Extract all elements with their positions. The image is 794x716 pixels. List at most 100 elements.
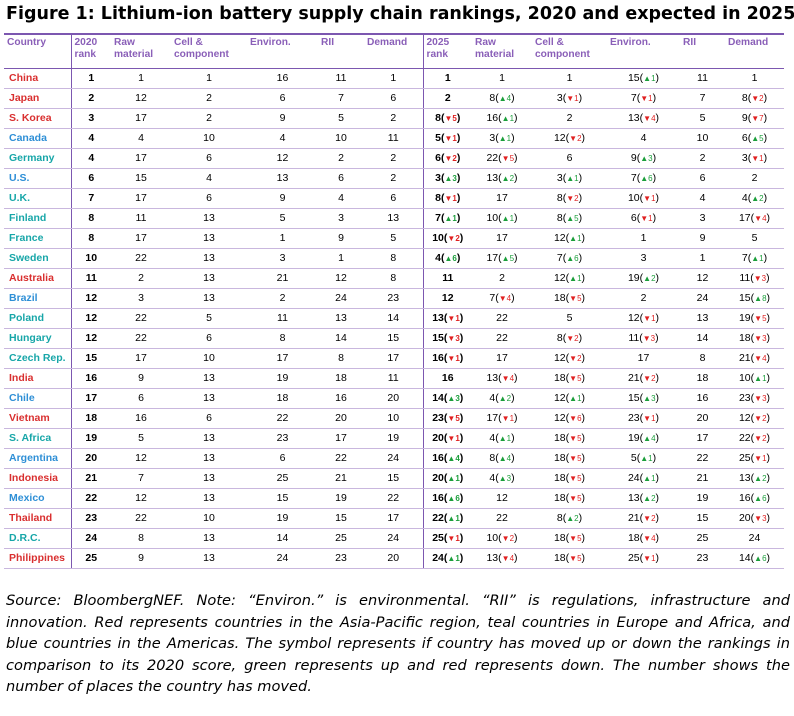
paren-open: (	[750, 432, 755, 444]
country-name: China	[4, 68, 71, 89]
rank-up-indicator: ▲5	[751, 134, 764, 143]
rank-2025-value: 25	[432, 532, 444, 544]
paren-close: )	[511, 92, 515, 104]
environ-2025: 18(▼4)	[607, 528, 680, 549]
demand-2020: 20	[364, 388, 423, 409]
rank-up-indicator: ▲1	[447, 514, 460, 523]
environ-2020: 16	[247, 68, 318, 89]
country-name: Sweden	[4, 248, 71, 269]
paren-open: (	[498, 412, 502, 424]
paren-open: (	[443, 232, 448, 244]
cell-component-2025: 18(▼5)	[532, 528, 607, 549]
rank-2025: 13(▼1)	[422, 308, 472, 329]
rank-down-indicator: ▼3	[447, 334, 460, 343]
paren-close: )	[456, 252, 461, 264]
paren-close: )	[766, 492, 771, 504]
paren-open: (	[750, 392, 755, 404]
paren-open: (	[440, 192, 445, 204]
demand-2025: 23(▼3)	[725, 388, 784, 409]
rii-2020: 13	[318, 308, 364, 329]
col-header-cell-component: Cell & component	[171, 33, 247, 69]
rank-2025: 15(▼3)	[422, 328, 472, 349]
table-row: Indonesia 21 7 13 25 21 15 20(▲1) 4(▲3) 18(▼5) 24(…	[4, 468, 784, 489]
raw-material-2025: 7(▼4)	[472, 288, 532, 309]
rank-up-indicator: ▲5	[566, 214, 579, 223]
rank-2020: 12	[70, 288, 111, 309]
rii-2020: 22	[318, 448, 364, 469]
environ-2020: 14	[247, 528, 318, 549]
rank-down-indicator: ▼1	[501, 414, 515, 423]
environ-2025: 15(▲3)	[607, 388, 680, 409]
raw-material-2025: 8(▲4)	[472, 88, 532, 109]
paren-open: (	[443, 512, 448, 524]
demand-2020: 15	[364, 468, 423, 489]
paren-open: (	[565, 352, 570, 364]
rii-2025: 19	[680, 488, 725, 509]
demand-2020: 15	[364, 328, 423, 349]
cell-component-2025: 18(▼5)	[532, 448, 607, 469]
cell-component-2025: 18(▼5)	[532, 368, 607, 389]
environ-2025-value: 25	[627, 552, 640, 564]
paren-open: (	[562, 512, 567, 524]
rank-2025-value: 2	[444, 92, 451, 104]
paren-close: )	[459, 392, 464, 404]
paren-close: )	[456, 172, 461, 184]
demand-2020: 8	[364, 268, 423, 289]
environ-2020: 23	[247, 428, 318, 449]
cell-component-2020: 13	[171, 268, 247, 289]
demand-2020: 23	[364, 288, 423, 309]
rank-down-indicator: ▼2	[751, 94, 764, 103]
paren-close: )	[514, 252, 518, 264]
paren-open: (	[443, 392, 448, 404]
environ-2025-value: 7	[630, 92, 637, 104]
paren-open: (	[440, 252, 445, 264]
raw-material-2025-value: 13	[486, 552, 499, 564]
rank-2020: 8	[70, 228, 111, 249]
rank-up-indicator: ▲4	[447, 454, 460, 463]
rank-2025-value: 8	[435, 192, 441, 204]
paren-open: (	[565, 272, 570, 284]
cell-component-2025: 8(▼2)	[532, 188, 607, 209]
cell-component-2025: 12(▼6)	[532, 408, 607, 429]
cell-component-2025-value: 7	[556, 252, 563, 264]
rii-2025: 1	[680, 248, 725, 269]
paren-close: )	[763, 112, 768, 124]
rank-2025-value: 13	[432, 312, 444, 324]
demand-2025-value: 13	[738, 472, 751, 484]
raw-material-2020: 22	[111, 328, 171, 349]
environ-2020: 19	[247, 368, 318, 389]
cell-component-2025: 12(▲1)	[532, 268, 607, 289]
rank-down-indicator: ▼1	[447, 354, 460, 363]
table-row: India 16 9 13 19 18 11 16 13(▼4) 18(▼5) 21(▼2) 18 10…	[4, 368, 784, 389]
paren-open: (	[636, 212, 641, 224]
cell-component-2020: 13	[171, 428, 247, 449]
rank-down-indicator: ▼5	[447, 414, 460, 423]
rank-2025: 3(▲3)	[422, 168, 472, 189]
raw-material-2025-value: 4	[489, 472, 496, 484]
environ-2020: 19	[247, 508, 318, 529]
table-header-row: Country 2020 rank Raw material Cell & co…	[4, 33, 784, 69]
paren-open: (	[750, 212, 755, 224]
rank-down-indicator: ▼5	[754, 314, 767, 323]
cell-component-2020: 2	[171, 108, 247, 129]
rii-2020: 5	[318, 108, 364, 129]
paren-open: (	[639, 492, 644, 504]
country-name: Hungary	[4, 328, 71, 349]
environ-2020: 2	[247, 288, 318, 309]
cell-component-2025: 8(▼2)	[532, 328, 607, 349]
rank-2020: 17	[70, 388, 111, 409]
cell-component-2020: 13	[171, 388, 247, 409]
raw-material-2020: 2	[111, 268, 171, 289]
rank-down-indicator: ▼6	[569, 414, 582, 423]
table-row: Argentina 20 12 13 6 22 24 16(▲4) 8(▲4) 18(▼5) 5(▲…	[4, 448, 784, 469]
demand-2025-value: 15	[738, 292, 751, 304]
rii-2025: 23	[680, 548, 725, 569]
rank-2025-value: 16	[432, 452, 444, 464]
raw-material-2025: 2	[472, 268, 532, 289]
table-row: S. Africa 19 5 13 23 17 19 20(▼1) 4(▲1) 18(▼5) 19(…	[4, 428, 784, 449]
cell-component-2025-value: 12	[553, 412, 566, 424]
paren-close: )	[581, 472, 586, 484]
paren-close: )	[655, 372, 660, 384]
rank-down-indicator: ▼4	[498, 294, 512, 303]
rank-up-indicator: ▲1	[569, 234, 582, 243]
